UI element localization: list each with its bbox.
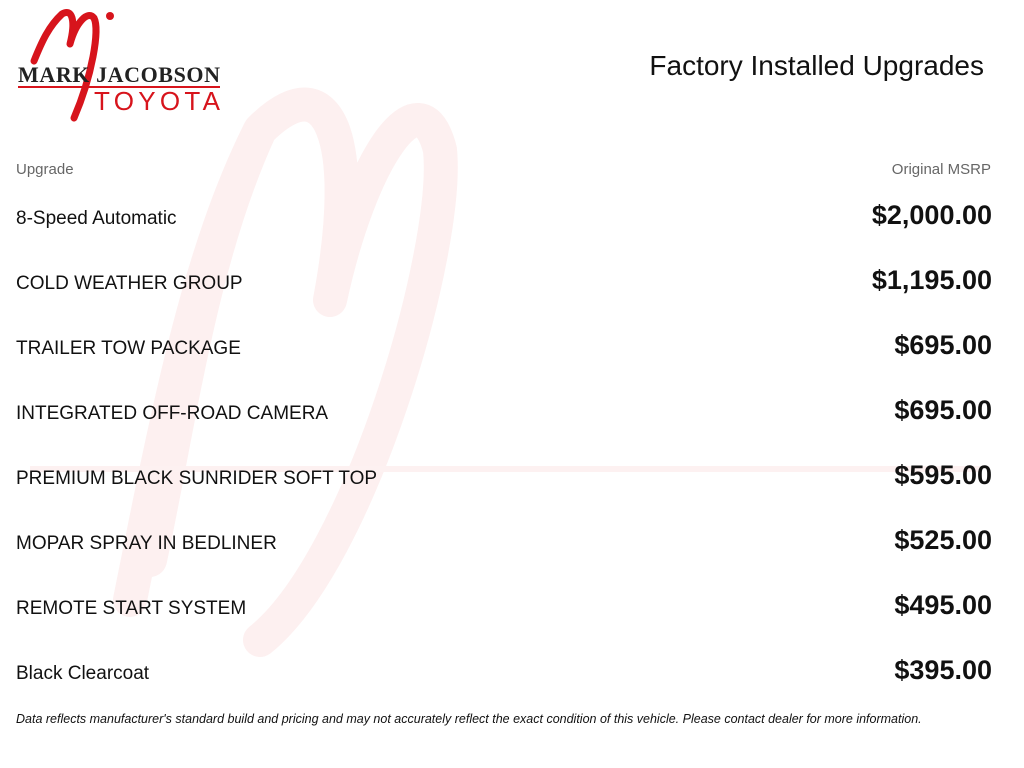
- page-title: Factory Installed Upgrades: [649, 50, 984, 81]
- upgrade-price: $525.00: [894, 525, 992, 555]
- upgrade-row: 8-Speed Automatic $2,000.00: [16, 200, 992, 240]
- upgrade-name: MOPAR SPRAY IN BEDLINER: [16, 533, 277, 554]
- column-header-upgrade: Upgrade: [16, 161, 74, 178]
- upgrade-price: $495.00: [894, 590, 992, 620]
- column-header-msrp: Original MSRP: [891, 161, 991, 178]
- upgrade-row: INTEGRATED OFF-ROAD CAMERA $695.00: [16, 395, 992, 435]
- upgrade-price: $395.00: [894, 655, 992, 685]
- upgrade-price: $2,000.00: [871, 200, 992, 230]
- upgrade-name: TRAILER TOW PACKAGE: [16, 338, 241, 359]
- upgrade-name: INTEGRATED OFF-ROAD CAMERA: [16, 403, 329, 424]
- dealer-logo: MARK JACOBSON TOYOTA: [18, 9, 221, 122]
- upgrade-row: Black Clearcoat $395.00: [16, 655, 992, 695]
- upgrade-name: REMOTE START SYSTEM: [16, 598, 247, 619]
- upgrade-name: PREMIUM BLACK SUNRIDER SOFT TOP: [16, 468, 378, 489]
- upgrade-price: $1,195.00: [871, 265, 992, 295]
- upgrade-row: TRAILER TOW PACKAGE $695.00: [16, 330, 992, 370]
- upgrade-price: $595.00: [894, 460, 992, 490]
- upgrade-price: $695.00: [894, 395, 992, 425]
- upgrade-name: COLD WEATHER GROUP: [16, 273, 243, 294]
- upgrade-price: $695.00: [894, 330, 992, 360]
- upgrade-row: MOPAR SPRAY IN BEDLINER $525.00: [16, 525, 992, 565]
- upgrade-row: COLD WEATHER GROUP $1,195.00: [16, 265, 992, 305]
- svg-text:MARK JACOBSON: MARK JACOBSON: [18, 62, 220, 87]
- upgrade-name: 8-Speed Automatic: [16, 208, 177, 229]
- disclaimer: Data reflects manufacturer's standard bu…: [16, 712, 922, 726]
- upgrade-name: Black Clearcoat: [16, 663, 150, 684]
- svg-text:TOYOTA: TOYOTA: [94, 86, 221, 116]
- upgrade-row: PREMIUM BLACK SUNRIDER SOFT TOP $595.00: [16, 460, 992, 500]
- upgrade-row: REMOTE START SYSTEM $495.00: [16, 590, 992, 630]
